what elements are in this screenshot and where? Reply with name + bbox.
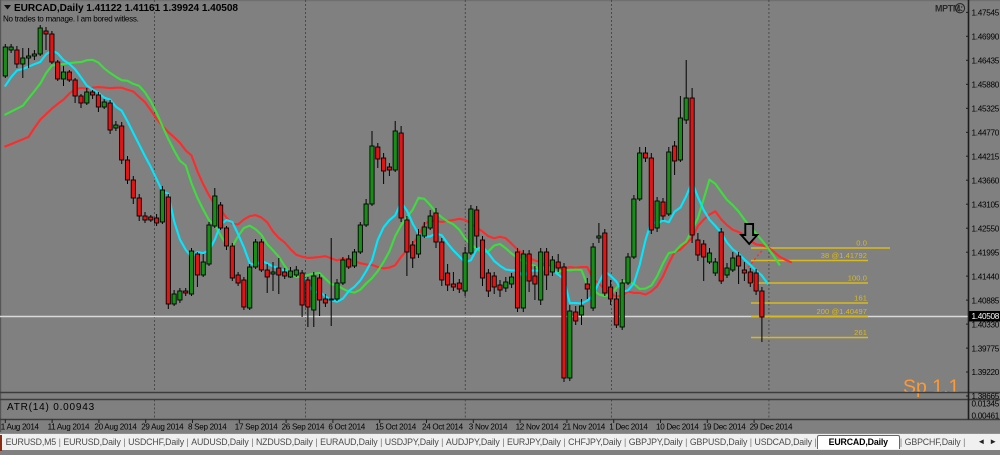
svg-text:3 Nov 2014: 3 Nov 2014: [469, 423, 508, 432]
svg-text:1.44215: 1.44215: [972, 152, 1000, 161]
svg-text:EURCAD,Daily 1.41122 1.41161: EURCAD,Daily 1.41122 1.41161 1.39924 1.4…: [14, 3, 238, 14]
svg-text:29 Aug 2014: 29 Aug 2014: [141, 423, 184, 432]
svg-text:21 Nov 2014: 21 Nov 2014: [562, 423, 605, 432]
svg-text:1.46990: 1.46990: [972, 33, 1000, 42]
svg-text:0.0: 0.0: [856, 239, 867, 248]
svg-text:0.01345: 0.01345: [972, 399, 1000, 408]
svg-text:1.42550: 1.42550: [972, 224, 1000, 233]
svg-text:1.40885: 1.40885: [972, 296, 1000, 305]
svg-text:161: 161: [854, 294, 867, 303]
svg-text:1 Aug 2014: 1 Aug 2014: [1, 423, 40, 432]
svg-text:11 Aug 2014: 11 Aug 2014: [48, 423, 90, 432]
svg-text:1.45325: 1.45325: [972, 105, 1000, 114]
svg-text:6 Oct 2014: 6 Oct 2014: [328, 423, 365, 432]
svg-text:26 Sep 2014: 26 Sep 2014: [282, 423, 325, 432]
svg-text:1.38665: 1.38665: [972, 392, 1000, 401]
svg-text:1.40330: 1.40330: [972, 320, 1000, 329]
svg-text:1.41440: 1.41440: [972, 272, 1000, 281]
svg-text:ATR(14) 0.00943: ATR(14) 0.00943: [7, 402, 95, 413]
svg-text:24 Oct 2014: 24 Oct 2014: [422, 423, 464, 432]
svg-text:261: 261: [854, 328, 867, 337]
svg-text:1.47545: 1.47545: [972, 9, 1000, 18]
svg-text:19 Dec 2014: 19 Dec 2014: [703, 423, 746, 432]
svg-text:1 Dec 2014: 1 Dec 2014: [609, 423, 648, 432]
svg-text:1.39220: 1.39220: [972, 368, 1000, 377]
svg-text:1.46435: 1.46435: [972, 57, 1000, 66]
svg-text:8 Sep 2014: 8 Sep 2014: [188, 423, 227, 432]
svg-text:No trades to manage. I am bore: No trades to manage. I am bored witless.: [3, 15, 139, 24]
svg-text:20 Aug 2014: 20 Aug 2014: [94, 423, 137, 432]
svg-text:1.39775: 1.39775: [972, 344, 1000, 353]
svg-text:38 @1.41792: 38 @1.41792: [821, 251, 867, 260]
svg-text:1.43105: 1.43105: [972, 200, 1000, 209]
svg-text:10 Dec 2014: 10 Dec 2014: [656, 423, 699, 432]
svg-text:12 Nov 2014: 12 Nov 2014: [516, 423, 559, 432]
svg-text:0.00461: 0.00461: [972, 411, 1000, 420]
svg-text:17 Sep 2014: 17 Sep 2014: [235, 423, 278, 432]
svg-text:15 Oct 2014: 15 Oct 2014: [375, 423, 417, 432]
svg-text:Sp 1.1: Sp 1.1: [903, 376, 959, 398]
svg-text:1.45880: 1.45880: [972, 81, 1000, 90]
svg-text:29 Dec 2014: 29 Dec 2014: [750, 423, 793, 432]
svg-text:100.0: 100.0: [848, 274, 867, 283]
svg-text:1.41995: 1.41995: [972, 248, 1000, 257]
svg-text:1.40508: 1.40508: [972, 312, 1000, 321]
svg-text:MPTM: MPTM: [935, 4, 960, 14]
svg-text:1.43660: 1.43660: [972, 176, 1000, 185]
svg-text:200 @1.40497: 200 @1.40497: [816, 307, 867, 316]
svg-text:1.44770: 1.44770: [972, 129, 1000, 138]
